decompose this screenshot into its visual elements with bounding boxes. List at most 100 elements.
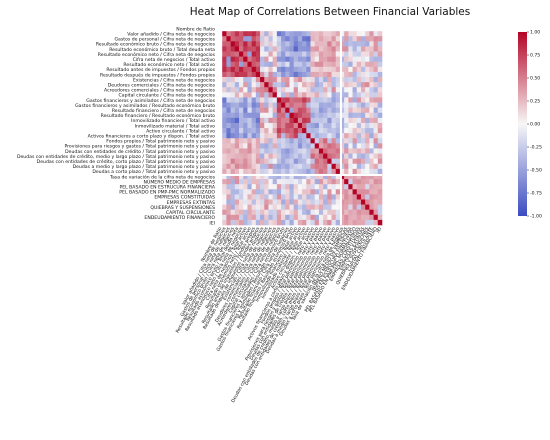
heatmap-cell [314,209,320,216]
heatmap-cell [255,117,261,124]
heatmap-cell [293,214,299,221]
heatmap-cell [264,179,269,185]
heatmap-cell [239,46,244,52]
heatmap-cell [243,138,248,144]
heatmap-cell [302,122,307,129]
heatmap-cell [365,61,370,68]
heatmap-cell [335,56,341,63]
heatmap-cell [335,66,341,73]
heatmap-cell [230,138,236,144]
heatmap-cell [377,87,383,93]
row-tick-label: Deudas con entidades de crédito / Total … [65,148,215,155]
heatmap-cell [247,189,252,195]
heatmap-cell [335,61,341,68]
heatmap-cell [314,194,320,200]
heatmap-cell [272,61,278,68]
heatmap-cell [327,122,332,129]
heatmap-cell [331,158,337,165]
heatmap-cell [272,219,278,226]
heatmap-cell [243,148,248,154]
heatmap-cell [251,168,257,175]
heatmap-cell [339,148,345,154]
heatmap-cell [281,143,286,149]
heatmap-cell [226,112,231,119]
heatmap-cell [243,184,248,190]
heatmap-cell [230,46,236,52]
heatmap-cell [255,41,261,47]
heatmap-cell [276,204,282,210]
heatmap-cell [327,117,332,124]
heatmap-cell [339,179,345,185]
heatmap-cell [293,117,299,124]
heatmap-cell [289,199,294,205]
heatmap-cell [276,173,282,180]
heatmap-cell [272,153,278,159]
heatmap-cell [251,41,257,47]
heatmap-cell [289,117,294,124]
heatmap-cell [260,138,265,144]
heatmap-cell [318,204,324,210]
heatmap-cell [230,36,236,42]
heatmap-cell [264,194,269,200]
heatmap-cell [327,204,332,210]
heatmap-cell [365,36,370,42]
heatmap-cell [222,148,227,154]
row-tick-label: Resultado económico bruto / Total deuda … [109,46,215,53]
heatmap-cell [323,41,328,47]
heatmap-cell [369,143,374,149]
row-tick-label: Resultado económico neto / Cifra neta de… [98,51,216,58]
heatmap-cell [369,138,374,144]
heatmap-cell [281,92,286,98]
heatmap-cell [365,163,370,170]
heatmap-cell [251,153,257,159]
heatmap-cell [281,219,286,226]
heatmap-cell [377,153,383,159]
heatmap-cell [260,66,265,73]
heatmap-cell [344,153,349,159]
heatmap-cell [239,163,244,170]
heatmap-cell [302,184,307,190]
heatmap-cell [289,107,294,114]
heatmap-cell [323,107,328,114]
heatmap-cell [369,173,374,180]
heatmap-cell [226,31,231,37]
heatmap-cell [234,97,240,103]
heatmap-cell [297,209,303,216]
colorbar-tick-label: -0.75 [530,191,542,197]
heatmap-cell [230,82,236,88]
heatmap-cell [226,122,231,129]
heatmap-cell [276,36,282,42]
heatmap-cell [377,158,383,165]
heatmap-cell [360,102,366,108]
heatmap-cell [297,199,303,205]
heatmap-cell [230,77,236,83]
heatmap-cell [285,163,290,170]
heatmap-cell [289,143,294,149]
heatmap-cell [234,158,240,165]
heatmap-cell [230,31,236,37]
heatmap-cell [297,138,303,144]
heatmap-cell [302,102,307,108]
heatmap-cell [369,87,374,93]
heatmap-cell [289,87,294,93]
heatmap-cell [339,138,345,144]
heatmap-cell [260,153,265,159]
heatmap-cell [297,184,303,190]
heatmap-cell [222,82,227,88]
heatmap-cell [373,138,379,144]
heatmap-cell [281,138,286,144]
heatmap-cell [302,97,307,103]
heatmap-cell [360,209,366,216]
heatmap-cell [323,158,328,165]
heatmap-cell [377,219,383,226]
heatmap-cell [255,46,261,52]
heatmap-cell [365,87,370,93]
heatmap-cell [268,148,273,154]
heatmap-cell [339,128,345,134]
heatmap-cell [348,189,353,195]
heatmap-cell [272,102,278,108]
heatmap-cell [281,189,286,195]
heatmap-cell [285,102,290,108]
heatmap-cell [306,219,311,226]
heatmap-cell [247,82,252,88]
